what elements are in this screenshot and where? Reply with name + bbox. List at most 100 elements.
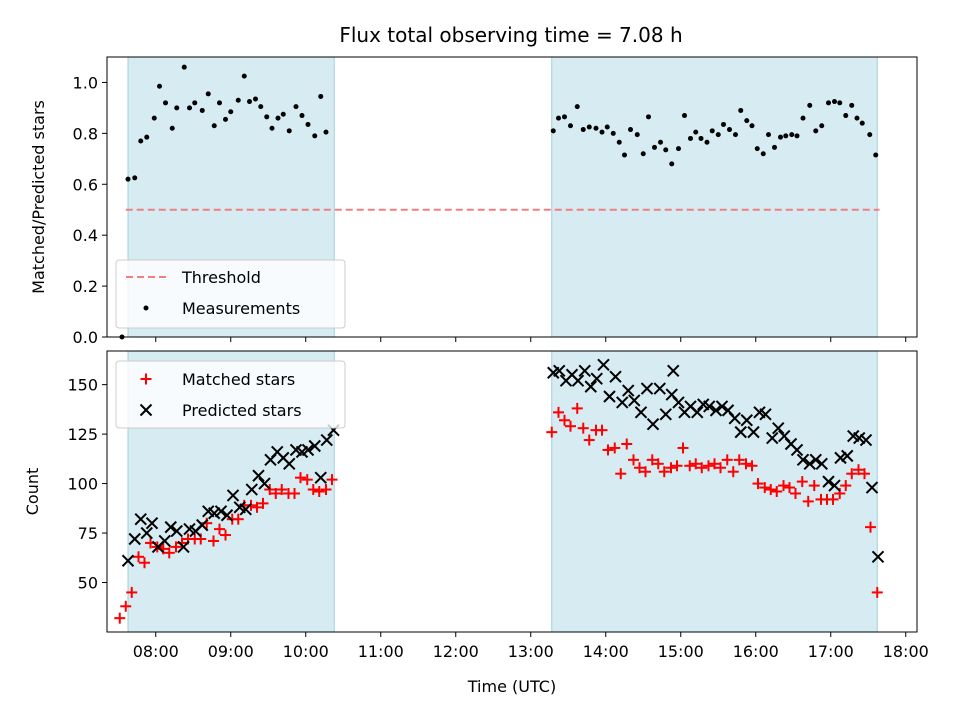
predicted-star-point — [214, 505, 228, 518]
matched-star-point — [126, 586, 138, 598]
predicted-star-point — [121, 554, 135, 567]
matched-star-point — [214, 523, 225, 535]
predicted-star-point — [252, 469, 265, 482]
measurement-point — [616, 139, 622, 145]
matched-star-point — [163, 547, 175, 559]
x-tick-label: 13:00 — [508, 642, 554, 661]
measurement-point — [312, 133, 318, 139]
predicted-star-point — [865, 481, 879, 494]
legend-threshold-label: Threshold — [181, 268, 261, 287]
measurement-point — [783, 133, 789, 139]
measurement-point — [800, 115, 806, 121]
bottom-panel: 50 75 100 125 150 08:00 09:00 10:00 11:00 12:00 1… — [23, 350, 929, 696]
measurement-point — [562, 114, 567, 120]
top-legend-box — [115, 259, 346, 329]
legend-predicted-label: Predicted stars — [182, 401, 302, 420]
predicted-star-point — [796, 453, 810, 467]
measurement-point — [704, 139, 710, 145]
measurement-point — [789, 132, 795, 138]
measurement-point — [807, 102, 813, 108]
measurement-point — [843, 113, 849, 119]
predicted-star-point — [640, 382, 654, 395]
predicted-star-point — [314, 471, 327, 484]
matched-star-point — [840, 480, 852, 492]
measurement-point — [258, 104, 264, 110]
measurement-point — [181, 64, 187, 70]
predicted-star-point — [628, 394, 641, 407]
measurement-point — [813, 128, 819, 134]
matched-star-point — [759, 482, 771, 494]
predicted-star-point — [766, 431, 779, 445]
measurement-point — [247, 99, 252, 105]
y-tick-label: 150 — [67, 376, 98, 395]
predicted-star-point — [653, 382, 666, 395]
predicted-star-point — [158, 534, 171, 548]
measurement-point — [640, 151, 646, 157]
predicted-star-point — [177, 540, 190, 554]
legend-measurements-swatch — [143, 305, 149, 311]
predicted-star-point — [822, 475, 835, 488]
predicted-star-point — [859, 433, 873, 447]
matched-star-point — [665, 462, 677, 474]
measurement-point — [269, 125, 275, 131]
matched-star-point — [257, 497, 269, 509]
measurement-point — [275, 115, 281, 121]
measurement-point — [715, 132, 721, 138]
matched-star-point — [696, 462, 708, 474]
predicted-star-point — [841, 449, 854, 463]
matched-star-point — [628, 454, 639, 466]
predicted-star-point — [603, 390, 616, 403]
y-tick-label: 0.0 — [73, 328, 98, 347]
count-points — [114, 358, 885, 624]
matched-star-point — [133, 551, 144, 563]
predicted-star-point — [815, 457, 828, 471]
measurement-point — [556, 115, 561, 121]
matched-star-point — [778, 480, 789, 492]
measurement-point — [138, 138, 144, 144]
predicted-star-point — [220, 509, 234, 522]
measurement-point — [849, 102, 855, 108]
predicted-star-point — [759, 408, 772, 421]
bottom-plot-frame — [106, 350, 918, 633]
x-tick-label: 14:00 — [583, 642, 629, 661]
x-axis-label: Time (UTC) — [467, 677, 556, 696]
matched-star-point — [827, 493, 839, 505]
x-tick-label: 12:00 — [433, 642, 479, 661]
predicted-star-point — [667, 364, 680, 377]
top-y-axis: 0.0 0.2 0.4 0.6 0.8 1.0 — [73, 73, 107, 347]
predicted-star-point — [145, 516, 159, 530]
y-tick-label: 0.8 — [73, 124, 98, 143]
predicted-star-point — [659, 408, 672, 421]
y-tick-label: 1.0 — [73, 73, 98, 92]
bottom-y-axis: 50 75 100 125 150 — [67, 376, 107, 593]
measurement-point — [733, 132, 738, 138]
matched-star-point — [646, 454, 658, 466]
top-legend: Threshold Measurements — [115, 259, 346, 329]
top-panel: 0.0 0.2 0.4 0.6 0.8 1.0 Matched/Predicted sta… — [29, 56, 918, 347]
matched-star-point — [634, 462, 645, 474]
measurement-point — [676, 146, 681, 152]
matched-star-point — [313, 486, 325, 497]
predicted-star-point — [703, 400, 716, 413]
measurement-point — [318, 93, 324, 99]
measurement-point — [199, 107, 205, 113]
measurement-point — [235, 97, 241, 103]
x-tick-label: 15:00 — [658, 642, 704, 661]
measurement-point — [766, 132, 771, 138]
measurement-point — [721, 121, 726, 127]
predicted-star-point — [140, 526, 153, 540]
measurement-point — [305, 121, 311, 127]
matched-star-point — [871, 586, 883, 598]
measurement-point — [205, 91, 211, 97]
predicted-star-point — [164, 520, 177, 534]
predicted-star-point — [809, 453, 822, 467]
measurement-point — [622, 152, 627, 158]
matched-star-point — [232, 513, 244, 525]
matched-star-point — [690, 458, 702, 470]
matched-star-point — [721, 454, 733, 466]
measurement-point — [819, 123, 825, 129]
measurement-point — [760, 151, 766, 157]
matched-star-point — [727, 466, 739, 478]
y-tick-label: 100 — [67, 475, 98, 494]
